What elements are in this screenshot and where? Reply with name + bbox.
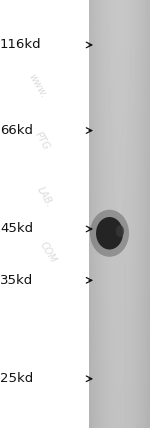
- Text: www.: www.: [27, 71, 48, 100]
- Text: 116kd: 116kd: [0, 39, 42, 51]
- Text: 66kd: 66kd: [0, 124, 33, 137]
- Ellipse shape: [96, 217, 123, 250]
- Text: 35kd: 35kd: [0, 274, 33, 287]
- Text: 25kd: 25kd: [0, 372, 33, 385]
- Text: COM: COM: [38, 240, 58, 265]
- Bar: [0, 0, 89, 428]
- Text: 45kd: 45kd: [0, 223, 33, 235]
- Text: LAB.: LAB.: [35, 185, 55, 209]
- Text: PTG: PTG: [33, 131, 51, 152]
- Ellipse shape: [116, 225, 124, 237]
- Ellipse shape: [90, 210, 129, 257]
